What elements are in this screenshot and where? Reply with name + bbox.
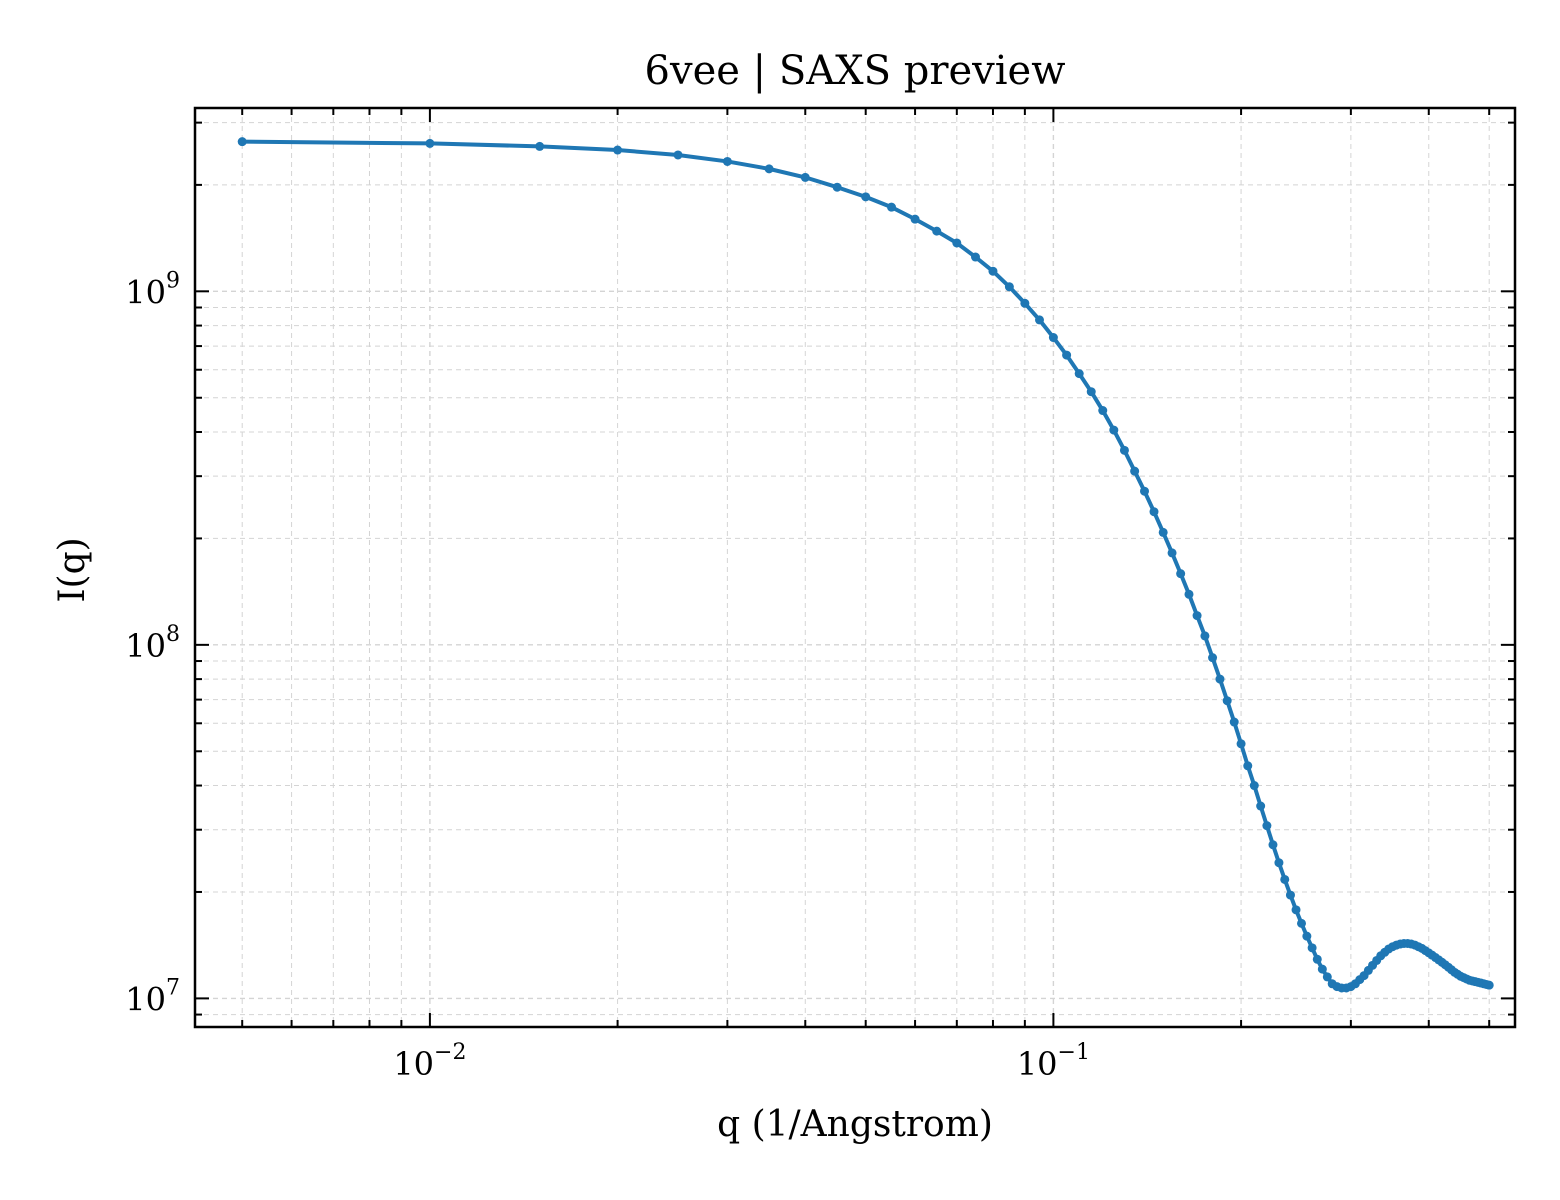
data-point [1062, 350, 1072, 360]
x-tick-label: 10−2 [393, 1040, 466, 1083]
data-point [861, 192, 871, 202]
ticks [195, 108, 1515, 1027]
tick-labels: 10−2 10−1 107 108 109 [125, 268, 1090, 1083]
data-point [1074, 369, 1084, 379]
data-point [970, 252, 980, 262]
y-tick-label: 107 [125, 975, 180, 1018]
data-point [1200, 631, 1210, 641]
grid [195, 108, 1515, 1027]
data-point [1285, 890, 1295, 900]
data-point [1020, 298, 1030, 308]
y-tick-label: 109 [125, 268, 180, 311]
plot-frame [193, 106, 1517, 1029]
data-point [1322, 972, 1332, 982]
data-point [932, 226, 942, 236]
data-point [1140, 486, 1149, 496]
data-point [1215, 674, 1225, 684]
data-point [1307, 943, 1317, 953]
data-point [237, 137, 247, 147]
data-point [1109, 425, 1119, 435]
data-point [1249, 781, 1259, 791]
series-layer [237, 137, 1494, 993]
data-point [1236, 739, 1246, 749]
data-point [952, 238, 962, 248]
data-point [1291, 905, 1301, 915]
data-point [1167, 548, 1177, 558]
data-point [1317, 964, 1327, 974]
data-point [887, 202, 897, 212]
data-point [1280, 874, 1290, 884]
data-point [1098, 406, 1108, 416]
data-point [673, 150, 683, 160]
data-point [1208, 653, 1218, 663]
data-point [1256, 801, 1266, 811]
data-point [722, 156, 732, 166]
x-tick-label: 10−1 [1017, 1040, 1090, 1083]
data-point [1192, 611, 1202, 621]
data-point [910, 214, 920, 224]
data-point [1086, 387, 1096, 397]
data-point [535, 141, 545, 151]
data-point [1274, 858, 1284, 868]
data-point [1004, 282, 1014, 292]
data-point [1229, 717, 1239, 727]
series-line [242, 139, 1490, 990]
data-point [1262, 821, 1272, 831]
y-axis-label: I(q) [52, 537, 93, 602]
data-point [1158, 527, 1168, 537]
data-point [764, 164, 774, 174]
data-point [1149, 507, 1159, 517]
y-tick-label: 108 [125, 622, 180, 665]
data-point [1184, 589, 1194, 599]
x-axis-label: q (1/Angstrom) [717, 1104, 993, 1145]
data-point [1222, 696, 1232, 706]
data-point [1297, 918, 1306, 928]
data-point [1130, 466, 1140, 476]
data-point [1048, 333, 1058, 343]
data-point [832, 182, 842, 192]
data-point [1302, 931, 1312, 941]
data-point [613, 145, 623, 155]
data-point [988, 266, 998, 276]
data-point [1176, 569, 1186, 579]
chart-title: 6vee | SAXS preview [645, 48, 1066, 94]
data-point [800, 172, 810, 182]
data-point [1312, 954, 1322, 964]
data-point [1243, 761, 1253, 771]
data-point [1268, 840, 1278, 850]
data-point [1035, 315, 1044, 325]
data-point [1119, 445, 1129, 455]
data-point [1484, 980, 1494, 990]
data-point [425, 138, 435, 148]
